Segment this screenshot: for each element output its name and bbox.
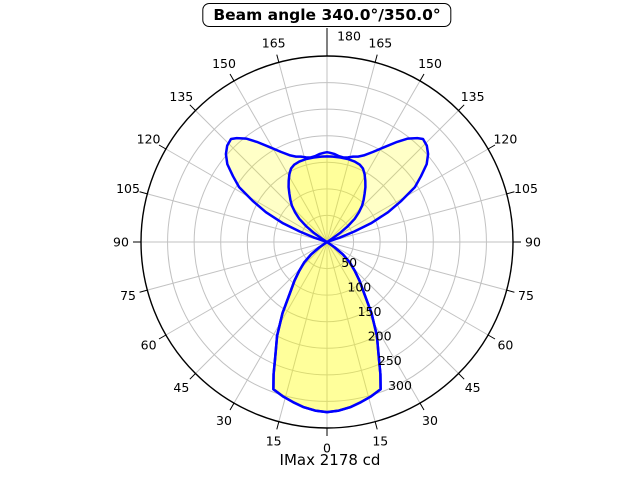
grid-circle — [246, 161, 408, 323]
beam-curve — [272, 155, 382, 414]
angle-tick — [229, 402, 235, 411]
grid-spoke — [326, 110, 459, 243]
angle-label: 75 — [120, 288, 136, 303]
angle-tick — [189, 373, 196, 380]
chart-title: Beam angle 340.0°/350.0° — [213, 6, 441, 24]
grid-spoke — [147, 241, 328, 291]
angle-label: 0 — [323, 441, 331, 456]
grid-spoke — [278, 241, 328, 422]
angle-tick — [139, 289, 148, 293]
grid-spoke — [326, 241, 376, 422]
angle-label: 165 — [262, 36, 286, 51]
polar-grid-group — [133, 28, 521, 436]
angle-label: 105 — [514, 181, 538, 196]
angle-label: 150 — [418, 56, 442, 71]
radius-label: 100 — [347, 280, 371, 295]
grid-circle — [273, 188, 381, 296]
grid-spoke — [147, 193, 328, 243]
chart-title-box: Beam angle 340.0°/350.0° — [202, 3, 452, 27]
beam-curves-group — [224, 136, 430, 414]
grid-spoke — [326, 193, 507, 243]
angle-label: 135 — [169, 89, 193, 104]
angle-tick — [374, 54, 378, 63]
angle-label: 60 — [497, 338, 513, 353]
angle-label: 105 — [116, 181, 140, 196]
angle-label: 45 — [173, 380, 189, 395]
angle-tick — [419, 73, 425, 82]
angle-label: 120 — [137, 132, 161, 147]
grid-circle — [167, 82, 487, 402]
angle-tick — [487, 334, 496, 340]
angle-label: 90 — [525, 235, 541, 250]
angle-tick — [458, 373, 465, 380]
radius-label: 300 — [388, 378, 412, 393]
grid-spoke — [326, 241, 489, 336]
grid-spoke — [326, 241, 507, 291]
radius-label: 50 — [341, 255, 357, 270]
angle-tick — [276, 54, 280, 63]
angle-label: 150 — [212, 56, 236, 71]
angle-label: 45 — [465, 380, 481, 395]
angle-tick — [158, 334, 167, 340]
radius-label: 150 — [358, 304, 382, 319]
angle-label: 60 — [141, 338, 157, 353]
grid-spoke — [326, 80, 421, 243]
angle-tick — [189, 104, 196, 111]
angle-label: 75 — [518, 288, 534, 303]
angle-label: 15 — [266, 433, 282, 448]
grid-spoke — [326, 62, 376, 243]
angle-label: 135 — [461, 89, 485, 104]
angle-tick — [506, 191, 515, 195]
grid-circle — [220, 135, 434, 349]
angle-tick — [487, 144, 496, 150]
angle-label: 90 — [113, 235, 129, 250]
radius-label: 200 — [368, 329, 392, 344]
radius-label: 250 — [378, 353, 402, 368]
grid-spoke — [165, 241, 328, 336]
angle-label: 165 — [368, 36, 392, 51]
grid-spoke — [233, 80, 328, 243]
grid-circle — [299, 214, 355, 270]
angle-tick — [139, 191, 148, 195]
angle-label: 15 — [372, 433, 388, 448]
grid-spoke — [278, 62, 328, 243]
angle-tick — [374, 421, 378, 430]
grid-spoke — [195, 110, 328, 243]
angle-tick — [276, 421, 280, 430]
angle-tick — [158, 144, 167, 150]
grid-circle — [193, 108, 461, 376]
imax-label: IMax 2178 cd — [279, 451, 381, 469]
grid-spoke — [326, 241, 459, 374]
angle-tick — [506, 289, 515, 293]
angle-tick — [458, 104, 465, 111]
angle-tick — [419, 402, 425, 411]
grid-spoke — [195, 241, 328, 374]
angle-tick — [229, 73, 235, 82]
axis-labels-group: 0 15 15 30 30 45 45 60 60 75 75 90 90 105 105 120 120 135… — [113, 29, 541, 456]
angle-label: 30 — [216, 413, 232, 428]
angle-label: 120 — [493, 132, 517, 147]
angle-label: 30 — [422, 413, 438, 428]
angle-label: 180 — [337, 29, 361, 44]
